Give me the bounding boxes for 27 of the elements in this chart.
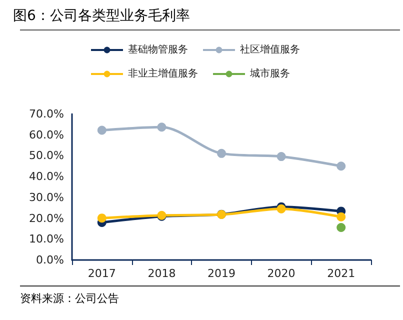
y-tick-label: 10.0% <box>29 232 64 246</box>
x-tick-label: 2017 <box>88 267 116 280</box>
text: 资料来源：公司公告 <box>20 292 119 305</box>
y-tick-label: 60.0% <box>29 128 64 142</box>
x-tick-label: 2021 <box>327 267 356 280</box>
point <box>336 162 346 171</box>
legend-label: 基础物管服务 <box>128 44 188 56</box>
x-tick-label: 2020 <box>267 267 296 280</box>
legend-label: 城市服务 <box>249 68 290 80</box>
point <box>157 122 166 132</box>
point <box>217 148 226 158</box>
y-tick-label: 50.0% <box>29 149 64 162</box>
x-tick-label: 2019 <box>208 267 236 280</box>
x-tick-label: 2018 <box>148 267 176 280</box>
point <box>336 212 346 222</box>
y-tick-label: 40.0% <box>29 170 64 184</box>
y-tick-label: 70.0% <box>29 108 64 120</box>
legend-label: 社区增值服务 <box>240 44 300 56</box>
y-tick-label: 20.0% <box>29 212 64 225</box>
point <box>336 222 346 232</box>
y-tick-label: 0.0% <box>36 254 64 266</box>
y-tick-label: 30.0% <box>29 190 64 204</box>
point <box>276 152 286 162</box>
chart-title: 图6：公司各类型业务毛利率 <box>13 8 190 24</box>
point <box>97 214 106 223</box>
legend-label: 非业主增值服务 <box>128 68 198 80</box>
point <box>97 126 106 135</box>
